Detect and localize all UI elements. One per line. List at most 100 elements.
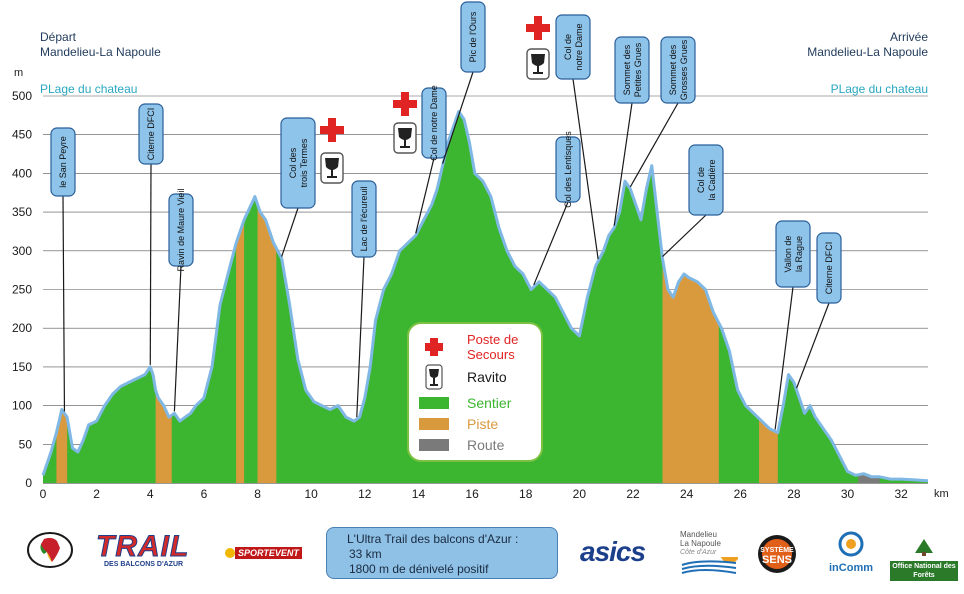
annotation-callout: Citerne DFCI xyxy=(796,232,842,389)
legend-item-route: Route xyxy=(419,437,504,453)
annotation-pointer xyxy=(173,265,182,412)
legend-label-first-aid-line1: Poste de xyxy=(467,332,519,347)
annotation-callout: Vallon dela Rague xyxy=(774,220,811,430)
trail-logo-word: TRAIL xyxy=(95,530,190,563)
aid-station-layer xyxy=(320,16,550,184)
annotation-tag xyxy=(555,136,581,203)
y-axis-unit-label: m xyxy=(14,67,23,79)
incomm-logo: inComm xyxy=(820,531,882,574)
legend-swatch-route xyxy=(419,439,449,451)
onf-text: Office National des Forêts xyxy=(890,561,958,581)
annotation-callout: Lac de l'écureuil xyxy=(351,180,377,418)
y-tick-label: 400 xyxy=(12,166,32,180)
annotation-label: Sommet desPetites Grues xyxy=(622,42,643,97)
mandelieu-wave-icon xyxy=(681,543,740,574)
incomm-swirl-icon xyxy=(838,531,864,557)
annotation-pointer xyxy=(613,102,633,226)
x-tick-label: 6 xyxy=(201,487,208,501)
annotation-label: Col destrois Termes xyxy=(288,138,309,187)
annotation-tag xyxy=(168,193,194,267)
legend-item-sentier: Sentier xyxy=(419,395,511,411)
annotation-callout: Col denotre Dame xyxy=(555,14,599,260)
mandelieu-logo: Mandelieu La Napoule Côte d'Azur xyxy=(680,530,740,584)
systeme-sens-line2: SENS xyxy=(762,554,792,566)
annotation-callout: Pic de l'Ours xyxy=(442,1,486,164)
annotation-tag xyxy=(138,103,164,165)
y-tick-label: 450 xyxy=(12,128,32,142)
annotation-label: Lac de l'écureuil xyxy=(359,187,369,252)
end-location: Mandelieu-La Napoule xyxy=(807,45,928,59)
legend-label-ravito: Ravito xyxy=(467,369,507,385)
x-tick-label: 0 xyxy=(40,487,47,501)
red-cross-icon xyxy=(526,16,550,40)
systeme-sens-logo: SYSTÈME SENS xyxy=(757,532,797,581)
y-axis-ticks: 0 50 100 150 200 250 300 350 400 450 500 xyxy=(12,89,32,490)
annotation-callout: Col destrois Termes xyxy=(280,117,316,257)
trail-logo-sub: DES BALCONS D'AZUR xyxy=(104,561,184,568)
x-tick-label: 2 xyxy=(93,487,100,501)
x-tick-label: 32 xyxy=(895,487,909,501)
annotation-pointer xyxy=(533,201,569,286)
annotation-tag xyxy=(555,14,591,80)
annotation-label: Ravin de Maure Vieil xyxy=(176,189,186,272)
annotation-pointer xyxy=(415,157,435,234)
wine-glass-icon xyxy=(425,364,443,390)
annotation-pointer xyxy=(149,163,152,365)
y-tick-label: 200 xyxy=(12,321,32,335)
annotation-callout: Col des Lentisques xyxy=(533,131,581,286)
x-tick-label: 18 xyxy=(519,487,533,501)
x-tick-label: 10 xyxy=(305,487,319,501)
start-location: Mandelieu-La Napoule xyxy=(40,45,161,59)
x-tick-label: 26 xyxy=(734,487,748,501)
aid-station xyxy=(393,92,417,154)
race-info-box: L'Ultra Trail des balcons d'Azur : 33 km… xyxy=(326,527,558,579)
annotation-tag xyxy=(775,220,811,288)
annotation-tag xyxy=(688,144,724,216)
x-tick-label: 24 xyxy=(680,487,694,501)
profile-outline xyxy=(41,110,929,483)
annotation-label: Vallon dela Rague xyxy=(783,236,804,273)
tree-icon xyxy=(915,539,933,556)
sport-event-text: SPORTEVENT xyxy=(235,546,302,559)
annotation-label: le San Peyre xyxy=(58,136,68,188)
annotation-pointer xyxy=(442,71,474,164)
legend-item-piste: Piste xyxy=(419,416,498,432)
legend-item-first-aid: Poste de Secours xyxy=(419,332,518,362)
start-label: Départ xyxy=(40,30,77,44)
annotation-pointer xyxy=(796,302,830,389)
annotation-tag xyxy=(50,127,76,197)
africa-logo xyxy=(26,530,74,575)
legend-swatch-sentier xyxy=(419,397,449,409)
annotation-callout: Sommet desPetites Grues xyxy=(613,36,650,226)
sport-event-logo: SPORTEVENT xyxy=(225,544,302,562)
red-cross-icon xyxy=(320,118,344,142)
race-elevation-gain: 1800 m de dénivelé positif xyxy=(349,562,489,576)
annotation-tag xyxy=(816,232,842,304)
end-beach-label: PLage du chateau xyxy=(830,82,928,96)
y-tick-label: 100 xyxy=(12,399,32,413)
annotation-label: Citerne DFCI xyxy=(146,108,156,161)
annotation-label: Col des Lentisques xyxy=(563,131,573,208)
legend-item-ravito: Ravito xyxy=(419,364,507,390)
aid-station xyxy=(320,118,344,184)
x-tick-label: 14 xyxy=(412,487,426,501)
annotation-label: Col de notre Dame xyxy=(429,85,439,161)
annotation-pointer xyxy=(356,256,365,418)
legend-label-sentier: Sentier xyxy=(467,395,512,411)
annotation-pointer xyxy=(281,207,299,257)
y-tick-label: 500 xyxy=(12,89,32,103)
annotation-pointer xyxy=(62,195,66,412)
annotation-tag xyxy=(280,117,316,209)
annotation-pointer xyxy=(662,214,707,257)
legend-label-route: Route xyxy=(467,437,505,453)
annotation-callout: Citerne DFCI xyxy=(138,103,164,365)
legend-label-first-aid-line2: Secours xyxy=(467,347,515,362)
y-tick-label: 150 xyxy=(12,360,32,374)
y-tick-label: 0 xyxy=(25,476,32,490)
start-info: Départ Mandelieu-La Napoule xyxy=(40,30,161,60)
mandelieu-line2: La Napoule xyxy=(680,539,721,548)
red-cross-icon xyxy=(425,338,443,356)
annotation-tag xyxy=(421,87,447,159)
asics-logo: asics xyxy=(580,536,646,568)
systeme-sens-badge-icon: SYSTÈME SENS xyxy=(758,535,796,573)
